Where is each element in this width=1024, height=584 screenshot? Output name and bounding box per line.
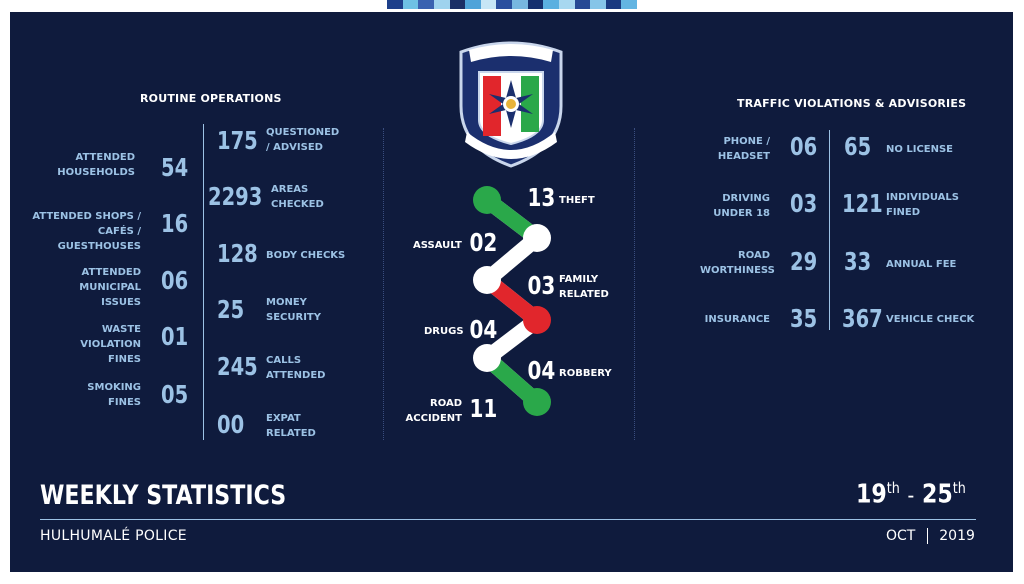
routine-operations-title: ROUTINE OPERATIONS xyxy=(140,92,282,105)
phone-headset-label: PHONE / HEADSET xyxy=(717,136,770,162)
infographic-panel: ROUTINE OPERATIONS ATTENDED HOUSEHOLDS 5… xyxy=(10,12,1013,572)
weekly-statistics-title: WEEKLY STATISTICS xyxy=(40,480,287,511)
driving-under-18-value: 03 xyxy=(790,189,818,218)
year: 2019 xyxy=(939,528,975,544)
road-worthiness-label: ROAD WORTHINESS xyxy=(700,250,775,276)
routine-left-item: WASTE VIOLATION FINES xyxy=(50,322,141,367)
money-security-value: 25 xyxy=(217,295,245,324)
calls-attended-value: 245 xyxy=(217,352,258,381)
organization-name: HULHUMALÉ POLICE xyxy=(40,528,187,544)
vehicle-check-value: 367 xyxy=(842,304,883,333)
center-right-divider xyxy=(634,128,635,440)
routine-left-item: SMOKING FINES xyxy=(70,380,141,410)
driving-under-18-label: DRIVING UNDER 18 xyxy=(713,193,770,219)
expat-related-value: 00 xyxy=(217,410,245,439)
month-year-divider xyxy=(926,528,928,544)
routine-divider xyxy=(203,124,204,440)
family-related-value: 03 xyxy=(527,271,556,300)
body-checks-value: 128 xyxy=(217,239,258,268)
traffic-divider xyxy=(829,130,830,330)
police-emblem-icon xyxy=(459,41,563,168)
assault-label: ASSAULT xyxy=(413,240,462,251)
road-worthiness-value: 29 xyxy=(790,247,818,276)
theft-label: THEFT xyxy=(559,195,595,206)
date-range: 19th - 25th xyxy=(856,479,966,510)
attended-households-label: ATTENDED HOUSEHOLDS xyxy=(57,152,135,178)
traffic-title: TRAFFIC VIOLATIONS & ADVISORIES xyxy=(737,97,967,110)
questioned-label: QUESTIONED / ADVISED xyxy=(266,127,340,153)
areas-checked-value: 2293 xyxy=(208,182,263,211)
calls-attended-label: CALLS ATTENDED xyxy=(266,355,326,381)
questioned-value: 175 xyxy=(217,126,258,155)
smoking-fines-value: 05 xyxy=(161,380,189,409)
road-accident-label: ROAD ACCIDENT xyxy=(405,398,462,424)
individuals-fined-label: INDIVIDUALS FINED xyxy=(886,192,959,218)
road-accident-value: 11 xyxy=(469,394,498,423)
individuals-fined-value: 121 xyxy=(842,189,883,218)
chain-node xyxy=(523,306,551,334)
crime-chain-graphic xyxy=(473,186,551,416)
date-start: 19 xyxy=(856,479,887,510)
date-end: 25 xyxy=(922,479,953,510)
waste-violation-value: 01 xyxy=(161,322,189,351)
date-separator: - xyxy=(907,483,915,509)
top-color-strip xyxy=(387,0,637,9)
drugs-label: DRUGS xyxy=(424,326,464,337)
waste-violation-label: WASTE VIOLATION FINES xyxy=(80,324,141,365)
month: OCT xyxy=(886,528,916,544)
footer-rule xyxy=(40,519,976,520)
attended-shops-label: ATTENDED SHOPS / CAFÉS / GUESTHOUSES xyxy=(32,211,141,252)
chain-node xyxy=(473,344,501,372)
assault-value: 02 xyxy=(469,228,498,257)
robbery-label: ROBBERY xyxy=(559,368,612,379)
month-year: OCT 2019 xyxy=(886,528,975,544)
chain-node xyxy=(523,388,551,416)
insurance-value: 35 xyxy=(790,304,818,333)
attended-shops-value: 16 xyxy=(161,209,189,238)
chain-node xyxy=(473,266,501,294)
family-related-label: FAMILY RELATED xyxy=(559,274,609,300)
attended-municipal-label: ATTENDED MUNICIPAL ISSUES xyxy=(79,267,141,308)
money-security-label: MONEY SECURITY xyxy=(266,297,321,323)
insurance-label: INSURANCE xyxy=(704,314,770,325)
center-left-divider xyxy=(383,128,384,440)
areas-checked-label: AREAS CHECKED xyxy=(271,184,324,210)
chain-node xyxy=(473,186,501,214)
theft-value: 13 xyxy=(527,183,556,212)
date-end-suffix: th xyxy=(952,479,966,497)
routine-left-item: ATTENDED HOUSEHOLDS xyxy=(40,150,135,180)
vehicle-check-label: VEHICLE CHECK xyxy=(886,314,975,325)
annual-fee-value: 33 xyxy=(844,247,872,276)
attended-municipal-value: 06 xyxy=(161,266,189,295)
attended-households-value: 54 xyxy=(161,153,189,182)
drugs-value: 04 xyxy=(469,315,498,344)
no-license-label: NO LICENSE xyxy=(886,144,954,155)
body-checks-label: BODY CHECKS xyxy=(266,250,346,261)
date-start-suffix: th xyxy=(886,479,900,497)
phone-headset-value: 06 xyxy=(790,132,818,161)
expat-related-label: EXPAT RELATED xyxy=(266,413,316,439)
chain-node xyxy=(523,224,551,252)
smoking-fines-label: SMOKING FINES xyxy=(87,382,141,408)
no-license-value: 65 xyxy=(844,132,872,161)
routine-left-item: ATTENDED SHOPS / CAFÉS / GUESTHOUSES xyxy=(18,209,141,254)
routine-left-item: ATTENDED MUNICIPAL ISSUES xyxy=(40,265,141,310)
annual-fee-label: ANNUAL FEE xyxy=(886,259,957,270)
robbery-value: 04 xyxy=(527,356,556,385)
